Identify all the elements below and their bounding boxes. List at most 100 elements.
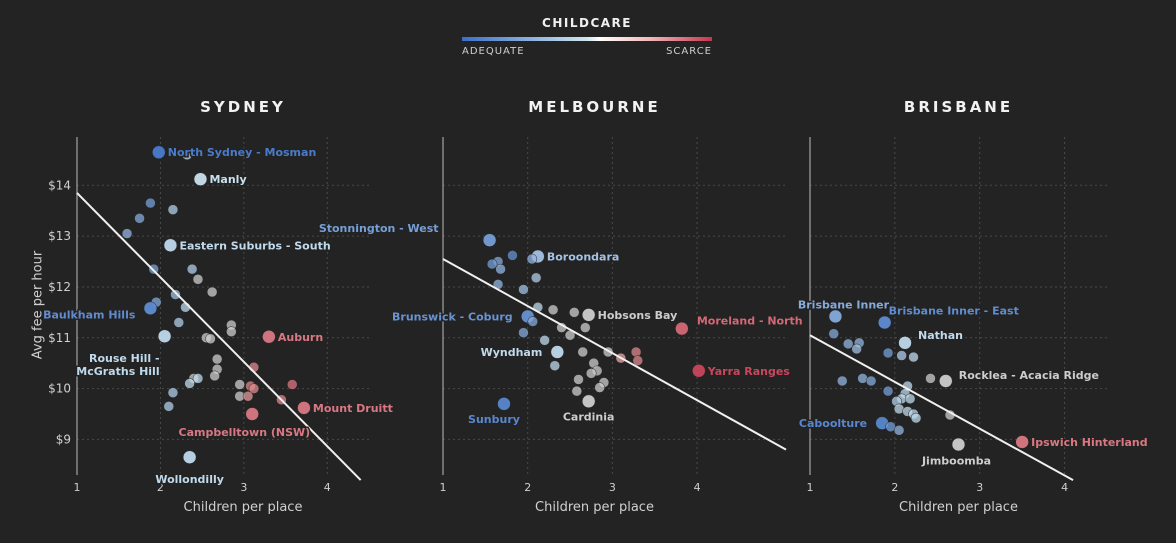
- data-point: [828, 309, 843, 324]
- data-point: [925, 373, 936, 384]
- point-label: Auburn: [278, 331, 323, 344]
- y-tick-label: $10: [48, 382, 71, 396]
- legend-high-label: SCARCE: [666, 46, 712, 57]
- chart-panel-sydney: SYDNEY $9 $10 $11 $12 $13 $14 1 2 3 4 Children per …: [42, 98, 395, 515]
- data-point: [581, 394, 596, 409]
- data-point: [526, 253, 538, 265]
- data-point: [836, 375, 848, 387]
- data-point: [939, 374, 953, 388]
- data-point: [828, 328, 840, 339]
- data-point: [594, 382, 605, 393]
- point-label: Wollondilly: [155, 473, 224, 486]
- data-point: [211, 353, 223, 365]
- data-point: [248, 383, 260, 394]
- data-point: [507, 250, 518, 261]
- legend-gradient-bar: [462, 37, 712, 41]
- data-point: [152, 145, 166, 159]
- point-label: Rocklea - Acacia Ridge: [959, 369, 1099, 382]
- panel-title: BRISBANE: [904, 98, 1013, 116]
- data-point: [550, 345, 565, 359]
- trend-line: [76, 192, 362, 481]
- data-point: [167, 387, 179, 398]
- data-point: [262, 330, 276, 344]
- data-point: [245, 407, 259, 421]
- x-tick-label: 4: [1061, 481, 1068, 494]
- data-point: [242, 390, 254, 402]
- point-label: Baulkham Hills: [43, 308, 136, 321]
- point-label: Mount Druitt: [313, 402, 393, 415]
- data-point: [877, 315, 892, 330]
- data-point: [896, 350, 907, 361]
- y-tick-label: $14: [48, 178, 71, 192]
- data-point: [549, 360, 561, 371]
- data-point: [577, 346, 588, 358]
- point-label: Eastern Suburbs - South: [179, 239, 330, 252]
- data-point: [1015, 435, 1029, 449]
- trend-line: [809, 334, 1074, 481]
- data-point: [910, 412, 922, 424]
- data-point: [675, 321, 689, 336]
- trend-line: [442, 258, 787, 451]
- data-point: [121, 228, 133, 239]
- y-tick-label: $9: [56, 432, 71, 446]
- data-point: [486, 258, 498, 270]
- point-label: Jimboomba: [921, 455, 991, 468]
- x-tick-label: 1: [74, 481, 81, 494]
- point-label: Yarra Ranges: [707, 365, 791, 378]
- legend-low-label: ADEQUATE: [462, 46, 525, 57]
- data-point: [539, 335, 550, 346]
- x-tick-label: 2: [157, 481, 164, 494]
- data-point: [143, 301, 158, 316]
- point-label: Ipswich Hinterland: [1031, 436, 1147, 449]
- data-point: [192, 274, 204, 285]
- data-point: [904, 393, 916, 405]
- data-point: [882, 347, 894, 359]
- data-point: [170, 289, 181, 300]
- point-label: Caboolture: [799, 417, 867, 430]
- data-point: [226, 326, 237, 337]
- x-tick-label: 4: [324, 481, 331, 494]
- data-point: [527, 316, 539, 327]
- chart-panel-melbourne: MELBOURNE 1 2 3 4 Children per place Stonningt…: [317, 98, 804, 515]
- data-point: [234, 379, 245, 390]
- y-tick-label: $13: [48, 229, 71, 243]
- point-label: Nathan: [918, 329, 963, 342]
- y-tick-label: $11: [48, 331, 71, 345]
- data-point: [193, 172, 208, 186]
- data-point: [286, 379, 298, 390]
- point-label: Wyndham: [481, 346, 543, 359]
- data-point: [530, 272, 542, 284]
- data-point: [581, 308, 596, 322]
- data-point: [547, 304, 559, 316]
- x-tick-label: 3: [976, 481, 983, 494]
- data-point: [181, 149, 193, 161]
- data-point: [842, 338, 854, 350]
- data-point: [145, 197, 156, 209]
- point-label: Cardinia: [563, 410, 615, 423]
- x-tick-label: 3: [609, 481, 616, 494]
- point-label: Moreland - North: [697, 315, 803, 328]
- x-axis-label: Children per place: [899, 500, 1018, 515]
- point-label: Brisbane Inner: [798, 298, 890, 311]
- data-point: [580, 322, 591, 333]
- data-point: [585, 368, 597, 379]
- data-point: [497, 397, 511, 411]
- y-tick-label: $12: [48, 280, 71, 294]
- x-tick-label: 3: [240, 481, 247, 494]
- point-label: Manly: [209, 173, 246, 186]
- data-point: [482, 233, 497, 247]
- data-point: [518, 284, 529, 295]
- point-label: Rouse Hill -: [89, 352, 160, 365]
- point-label: North Sydney - Mosman: [168, 146, 317, 159]
- x-axis-label: Children per place: [184, 500, 303, 515]
- data-point: [173, 317, 185, 328]
- x-axis-label: Children per place: [535, 500, 654, 515]
- point-label: Brunswick - Coburg: [392, 310, 513, 323]
- data-point: [951, 437, 966, 452]
- x-tick-label: 1: [440, 481, 447, 494]
- data-point: [630, 346, 642, 358]
- x-tick-label: 1: [807, 481, 814, 494]
- data-point: [573, 374, 584, 385]
- data-point: [297, 401, 311, 415]
- point-label: Sunbury: [468, 413, 520, 426]
